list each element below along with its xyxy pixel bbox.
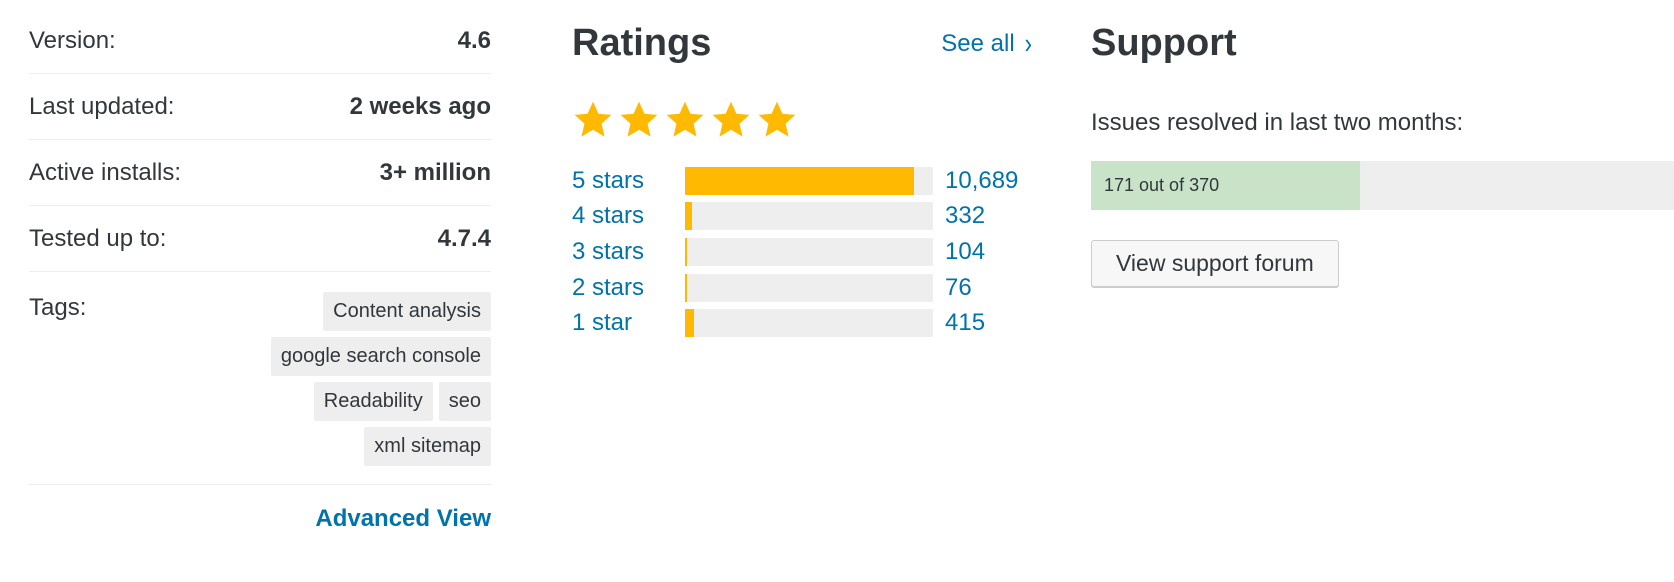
rating-count-2[interactable]: 76 bbox=[945, 273, 972, 301]
issues-progress-bar: 171 out of 370 bbox=[1091, 161, 1674, 210]
active-installs-value: 3+ million bbox=[379, 158, 491, 186]
rating-row-5: 5 stars 10,689 bbox=[572, 163, 1032, 199]
star-icon bbox=[666, 101, 704, 137]
meta-row-active-installs: Active installs: 3+ million bbox=[29, 140, 491, 206]
rating-count-4[interactable]: 332 bbox=[945, 202, 986, 230]
rating-bar-3[interactable] bbox=[685, 237, 933, 266]
version-label: Version: bbox=[29, 26, 116, 54]
rating-row-1: 1 star 415 bbox=[572, 305, 1032, 341]
support-section: Support Issues resolved in last two mont… bbox=[1091, 22, 1674, 287]
rating-label-3[interactable]: 3 stars bbox=[572, 237, 645, 265]
tag-google-search-console[interactable]: google search console bbox=[270, 337, 491, 376]
tag-readability[interactable]: Readability bbox=[313, 382, 433, 421]
issues-progress-fill bbox=[1091, 161, 1361, 210]
rating-breakdown: 5 stars 10,689 4 stars 332 3 stars 104 2… bbox=[572, 163, 1032, 341]
version-value: 4.6 bbox=[457, 26, 491, 54]
meta-row-tags: Tags: Content analysis google search con… bbox=[29, 272, 491, 485]
tested-up-to-value: 4.7.4 bbox=[437, 224, 491, 252]
star-icon bbox=[574, 101, 612, 137]
meta-row-last-updated: Last updated: 2 weeks ago bbox=[29, 74, 491, 140]
tag-xml-sitemap[interactable]: xml sitemap bbox=[364, 427, 491, 466]
rating-row-2: 2 stars 76 bbox=[572, 270, 1032, 306]
last-updated-value: 2 weeks ago bbox=[349, 92, 491, 120]
rating-label-1[interactable]: 1 star bbox=[572, 309, 633, 337]
last-updated-label: Last updated: bbox=[29, 92, 175, 120]
rating-bar-1[interactable] bbox=[685, 309, 933, 338]
meta-row-version: Version: 4.6 bbox=[29, 8, 491, 74]
tags-label: Tags: bbox=[29, 294, 87, 321]
rating-label-4[interactable]: 4 stars bbox=[572, 202, 645, 230]
ratings-title: Ratings bbox=[572, 22, 712, 64]
rating-fill-2 bbox=[685, 273, 687, 302]
tag-seo[interactable]: seo bbox=[438, 382, 491, 421]
rating-bar-4[interactable] bbox=[685, 202, 933, 231]
active-installs-label: Active installs: bbox=[29, 158, 182, 186]
issues-progress-text: 171 out of 370 bbox=[1104, 175, 1220, 195]
tested-up-to-label: Tested up to: bbox=[29, 224, 167, 252]
star-icon bbox=[620, 101, 658, 137]
support-title: Support bbox=[1091, 22, 1237, 64]
ratings-header: Ratings See all › bbox=[572, 22, 1032, 65]
plugin-meta: Version: 4.6 Last updated: 2 weeks ago A… bbox=[29, 8, 491, 533]
star-icon bbox=[758, 101, 796, 137]
rating-fill-1 bbox=[685, 309, 694, 338]
see-all-link[interactable]: See all › bbox=[941, 26, 1032, 60]
rating-label-5[interactable]: 5 stars bbox=[572, 166, 645, 194]
advanced-view-link[interactable]: Advanced View bbox=[315, 505, 491, 532]
rating-label-2[interactable]: 2 stars bbox=[572, 273, 645, 301]
chevron-right-icon: › bbox=[1024, 26, 1032, 60]
tag-content-analysis[interactable]: Content analysis bbox=[323, 292, 491, 331]
rating-row-4: 4 stars 332 bbox=[572, 199, 1032, 235]
star-icon bbox=[712, 101, 750, 137]
rating-bar-2[interactable] bbox=[685, 273, 933, 302]
rating-count-5[interactable]: 10,689 bbox=[945, 166, 1019, 194]
rating-fill-5 bbox=[685, 166, 915, 195]
ratings-section: Ratings See all › 5 stars 10,689 4 stars… bbox=[572, 22, 1032, 341]
see-all-label: See all bbox=[941, 29, 1015, 57]
rating-fill-4 bbox=[685, 202, 693, 231]
view-support-forum-button[interactable]: View support forum bbox=[1091, 240, 1339, 287]
rating-count-1[interactable]: 415 bbox=[945, 309, 986, 337]
rating-row-3: 3 stars 104 bbox=[572, 234, 1032, 270]
issues-resolved-label: Issues resolved in last two months: bbox=[1091, 109, 1464, 136]
star-rating bbox=[572, 99, 1032, 141]
tag-list: Content analysis google search console R… bbox=[251, 292, 491, 466]
rating-fill-3 bbox=[685, 237, 688, 266]
rating-bar-5[interactable] bbox=[685, 166, 933, 195]
rating-count-3[interactable]: 104 bbox=[945, 237, 986, 265]
meta-row-tested-up-to: Tested up to: 4.7.4 bbox=[29, 206, 491, 272]
